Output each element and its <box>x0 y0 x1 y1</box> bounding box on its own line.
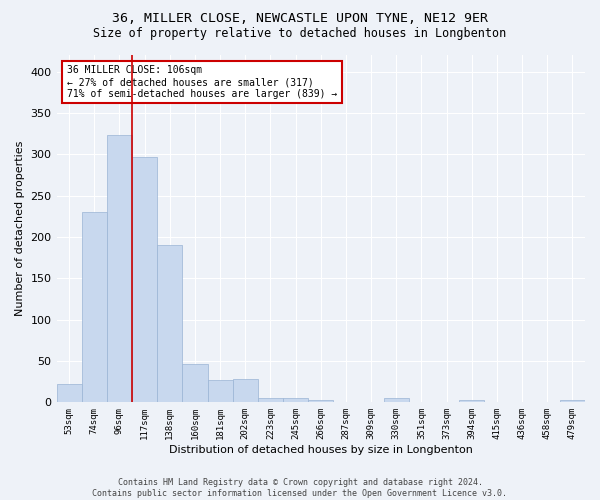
Text: 36 MILLER CLOSE: 106sqm
← 27% of detached houses are smaller (317)
71% of semi-d: 36 MILLER CLOSE: 106sqm ← 27% of detache… <box>67 66 337 98</box>
Bar <box>157 245 182 402</box>
Bar <box>560 400 585 402</box>
Text: 36, MILLER CLOSE, NEWCASTLE UPON TYNE, NE12 9ER: 36, MILLER CLOSE, NEWCASTLE UPON TYNE, N… <box>112 12 488 26</box>
X-axis label: Distribution of detached houses by size in Longbenton: Distribution of detached houses by size … <box>169 445 473 455</box>
Bar <box>82 212 107 402</box>
Bar <box>308 400 334 402</box>
Text: Contains HM Land Registry data © Crown copyright and database right 2024.
Contai: Contains HM Land Registry data © Crown c… <box>92 478 508 498</box>
Bar <box>233 379 258 402</box>
Bar <box>182 364 208 403</box>
Bar <box>258 398 283 402</box>
Bar <box>459 400 484 402</box>
Y-axis label: Number of detached properties: Number of detached properties <box>15 141 25 316</box>
Bar <box>283 398 308 402</box>
Text: Size of property relative to detached houses in Longbenton: Size of property relative to detached ho… <box>94 28 506 40</box>
Bar <box>383 398 409 402</box>
Bar <box>132 156 157 402</box>
Bar <box>107 135 132 402</box>
Bar <box>56 384 82 402</box>
Bar <box>208 380 233 402</box>
